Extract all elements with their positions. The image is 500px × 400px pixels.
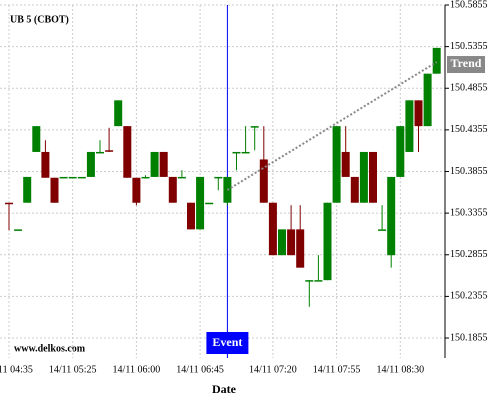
candle-body — [250, 126, 259, 128]
candle-body — [205, 202, 214, 205]
candle-body — [387, 176, 396, 256]
candle-body — [241, 151, 250, 154]
candle-body — [314, 280, 323, 282]
y-tick-label: 150.3855 — [450, 166, 488, 177]
candle-body — [296, 229, 305, 268]
y-tick-label: 150.3355 — [450, 207, 488, 218]
candle-body — [132, 177, 141, 203]
candle-body — [414, 100, 423, 127]
y-tick-label: 150.5355 — [450, 41, 488, 52]
candle-body — [350, 176, 359, 203]
candle-body — [168, 176, 177, 203]
candle-body — [359, 151, 368, 203]
candle-body — [68, 176, 77, 179]
trend-line — [226, 61, 438, 191]
candle-body — [332, 126, 341, 203]
source: www.delkos.com — [14, 343, 86, 354]
event-box — [206, 332, 249, 354]
candle-body — [196, 176, 205, 230]
candle-body — [50, 177, 59, 203]
trend-box — [447, 56, 485, 74]
candle-body — [123, 126, 132, 178]
y-tick-label: 150.4355 — [450, 124, 488, 135]
candle-body — [32, 126, 41, 152]
candle-body — [396, 126, 405, 177]
candle-body — [287, 229, 296, 256]
candle-body — [259, 159, 268, 203]
x-tick-label: 14/11 06:00 — [113, 364, 161, 375]
y-tick-label: 150.2355 — [450, 291, 488, 302]
candle-body — [323, 202, 332, 281]
candle-body — [159, 151, 168, 177]
y-tick-label: 150.2855 — [450, 249, 488, 260]
x-tick-label: 14/11 05:25 — [49, 364, 97, 375]
candle-body — [232, 151, 241, 154]
candle-body — [214, 176, 223, 179]
candle-body — [305, 280, 314, 282]
candle-body — [141, 176, 150, 179]
x-tick-label: 14/11 04:35 — [0, 364, 33, 375]
candle-body — [369, 151, 377, 203]
chart-title: UB 5 (CBOT) — [10, 14, 69, 25]
candle-body — [114, 100, 123, 127]
candle-body — [105, 150, 114, 152]
candle-body — [405, 100, 414, 152]
candle-body — [268, 202, 277, 256]
x-axis-title: Date — [212, 382, 237, 396]
candle-body — [14, 229, 23, 231]
candle-body — [96, 151, 104, 154]
candle-body — [150, 151, 159, 177]
candle-body — [77, 176, 86, 179]
event-label: Event — [212, 335, 242, 349]
candle-body — [341, 151, 350, 177]
y-tick-label: 150.1855 — [450, 332, 488, 343]
candle-body — [278, 229, 286, 256]
candle-body — [86, 151, 95, 177]
candle-body — [187, 202, 195, 230]
candle-body — [59, 176, 68, 179]
candle-body — [23, 176, 32, 203]
candle-body — [423, 73, 432, 127]
y-tick-label: 150.5855 — [450, 0, 488, 10]
x-tick-label: 14/11 07:20 — [249, 364, 297, 375]
y-tick-label: 150.4855 — [450, 83, 488, 94]
trend-label: Trend — [451, 56, 482, 70]
x-tick-label: 14/11 08:30 — [376, 364, 424, 375]
x-tick-label: 14/11 06:45 — [176, 364, 224, 375]
candle-body — [5, 202, 13, 205]
candle-body — [41, 151, 50, 178]
x-tick-label: 14/11 07:55 — [313, 364, 361, 375]
candle-body — [177, 176, 186, 179]
candle-body — [432, 47, 441, 74]
candle-body — [378, 229, 387, 231]
